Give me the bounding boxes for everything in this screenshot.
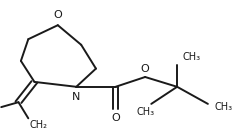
Text: O: O xyxy=(141,64,150,74)
Text: CH₃: CH₃ xyxy=(182,52,200,62)
Text: O: O xyxy=(53,10,62,20)
Text: CH₃: CH₃ xyxy=(214,102,232,112)
Text: O: O xyxy=(111,113,120,123)
Text: CH₂: CH₂ xyxy=(30,120,47,130)
Text: N: N xyxy=(72,92,80,102)
Text: CH₃: CH₃ xyxy=(136,107,154,117)
